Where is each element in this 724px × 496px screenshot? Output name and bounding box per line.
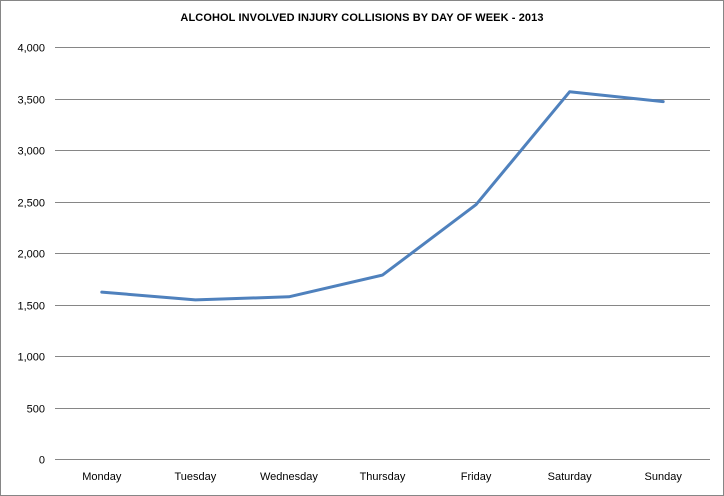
series-line <box>100 90 665 302</box>
x-tick-label: Saturday <box>548 471 593 483</box>
x-tick-label: Thursday <box>360 471 406 483</box>
y-tick-label: 500 <box>27 404 45 416</box>
x-tick-label: Tuesday <box>174 471 216 483</box>
y-tick-label: 1,000 <box>17 352 45 364</box>
y-axis-tick-labels: 0 500 1,000 1,500 2,000 2,500 3,000 3,500 4,000 <box>17 43 45 467</box>
x-tick-label: Friday <box>461 471 492 483</box>
y-tick-label: 2,000 <box>17 249 45 261</box>
x-axis-tick-labels: Monday Tuesday Wednesday Thursday Friday Satu… <box>82 471 682 483</box>
y-tick-label: 1,500 <box>17 301 45 313</box>
y-tick-label: 3,500 <box>17 95 45 107</box>
x-tick-label: Monday <box>82 471 122 483</box>
x-tick-label: Wednesday <box>260 471 318 483</box>
y-tick-label: 0 <box>39 455 45 467</box>
gridlines <box>55 47 710 460</box>
y-tick-label: 3,000 <box>17 146 45 158</box>
y-tick-label: 4,000 <box>17 43 45 55</box>
chart-title: ALCOHOL INVOLVED INJURY COLLISIONS BY DA… <box>180 12 544 24</box>
y-tick-label: 2,500 <box>17 198 45 210</box>
series-group <box>100 90 665 302</box>
x-tick-label: Sunday <box>645 471 683 483</box>
